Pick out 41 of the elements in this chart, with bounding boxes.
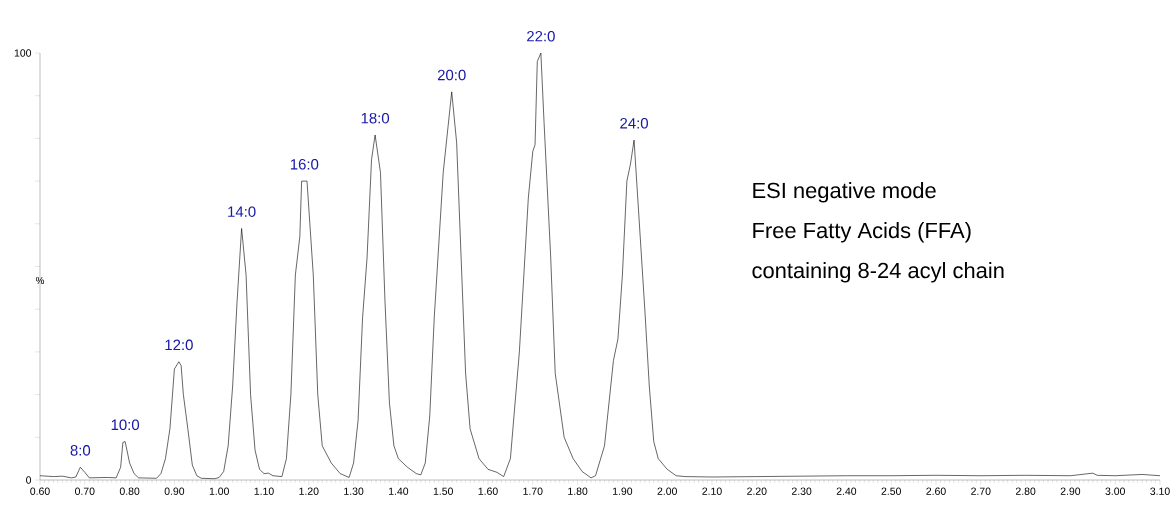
x-tick-label: 2.70 [971,487,991,495]
annotation: 14:0 [228,206,256,217]
annotation: 12:0 [165,339,193,351]
x-tick-label: 1.50 [433,487,453,495]
x-tick-label: 0.80 [119,487,140,495]
x-tick-label: 1.70 [523,487,543,495]
annotation: Free Fatty Acids (FFA) [753,222,971,243]
annotation: 10:0 [111,419,140,431]
x-tick-label: 1.40 [389,487,409,495]
annotation: 18:0 [361,112,390,124]
x-tick-label: 1.20 [299,487,319,495]
annotation: 16:0 [290,158,319,170]
x-tick-label: 1.10 [254,487,274,495]
x-tick-label: 2.80 [1015,487,1036,495]
y-tick-label: 0 [26,476,32,484]
x-tick-label: 3.10 [1150,487,1170,495]
x-tick-label: 1.30 [344,487,364,495]
x-tick-label: 2.10 [702,487,722,495]
annotation: 20:0 [437,69,466,81]
y-axis-title: % [35,277,45,284]
annotation: 24:0 [620,118,648,129]
x-tick-label: 1.90 [613,487,633,495]
x-tick-label: 1.60 [478,487,498,495]
x-tick-label: 0.70 [75,487,95,495]
x-tick-label: 3.00 [1105,487,1125,495]
x-tick-label: 0.90 [164,487,185,495]
annotation: ESI negative mode [753,182,936,203]
x-tick-label: 2.50 [881,487,901,495]
x-tick-label: 2.90 [1060,487,1081,495]
x-tick-label: 1.80 [568,487,588,495]
x-tick-label: 1.00 [209,487,229,495]
x-tick-label: 0.60 [30,487,50,495]
x-tick-label: 2.30 [791,487,812,495]
x-tick-label: 2.40 [836,487,857,495]
y-tick-label: 100 [14,49,32,57]
annotation: 8:0 [70,445,91,456]
annotation: containing 8-24 acyl chain [752,262,1004,283]
x-tick-label: 2.00 [657,487,677,495]
annotation: 22:0 [527,30,555,42]
x-tick-label: 2.20 [747,487,767,495]
x-tick-label: 2.60 [926,487,946,495]
